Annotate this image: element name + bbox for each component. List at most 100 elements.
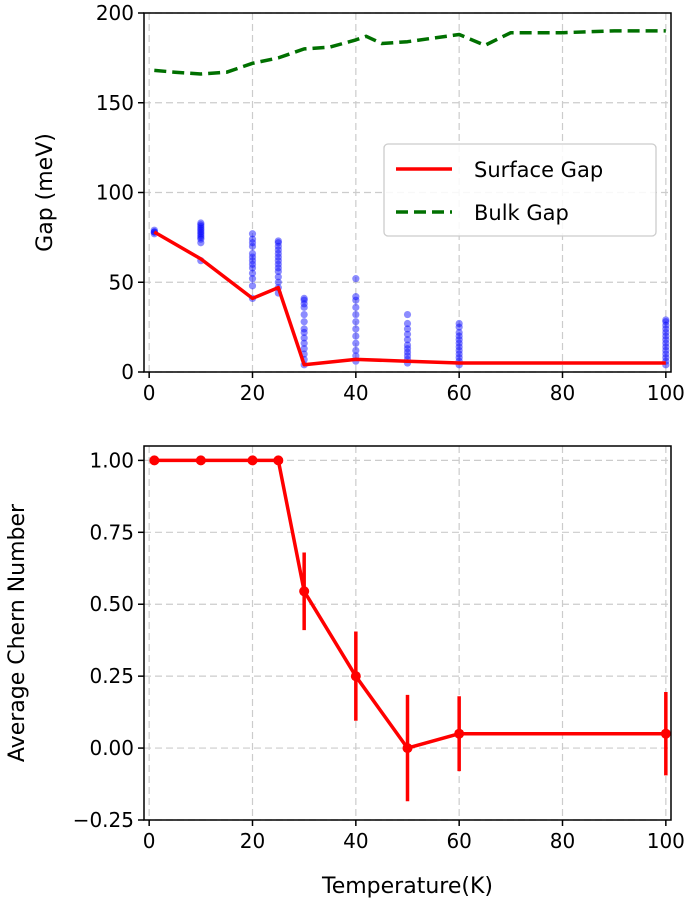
gap-scatter-point	[352, 296, 360, 304]
gap-scatter-point	[197, 239, 205, 247]
gap-scatter-point	[274, 278, 282, 286]
gap-x-tick-label: 40	[343, 381, 368, 405]
gap-scatter-point	[197, 226, 205, 234]
gap-x-tick-label: 60	[446, 381, 471, 405]
chern-point	[454, 728, 465, 739]
gap-y-tick-label: 50	[109, 270, 134, 294]
chern-x-tick-label: 80	[550, 829, 575, 853]
gap-scatter-point	[662, 350, 670, 358]
gap-scatter-point	[300, 325, 308, 333]
gap-scatter-point	[455, 323, 463, 331]
gap-scatter-point	[274, 249, 282, 258]
gap-scatter-point	[352, 303, 360, 311]
gap-scatter-point	[662, 339, 670, 347]
gap-scatter-point	[352, 310, 360, 319]
chern-x-tick-label: 0	[143, 829, 156, 853]
gap-scatter-point	[352, 325, 360, 333]
gap-scatter-point	[274, 260, 282, 268]
gap-scatter-point	[197, 228, 205, 236]
chern-y-tick-label: 0.50	[89, 592, 134, 616]
gap-scatter-point	[352, 293, 360, 301]
gap-scatter-points	[150, 219, 670, 369]
gap-scatter-point	[248, 269, 257, 277]
gap-scatter-point	[662, 336, 670, 344]
chern-x-tick-label: 100	[647, 829, 685, 853]
gap-scatter-point	[662, 318, 670, 326]
gap-scatter-point	[248, 275, 257, 283]
gap-scatter-point	[403, 345, 412, 353]
gap-scatter-point	[352, 318, 360, 326]
gap-scatter-point	[274, 242, 282, 250]
gap-x-tick-label: 80	[550, 381, 575, 405]
gap-scatter-point	[274, 246, 282, 254]
chern-y-tick-label: 0.75	[89, 520, 134, 544]
gap-scatter-point	[662, 332, 670, 340]
gap-scatter-point	[274, 267, 282, 276]
gap-y-tick-label: 0	[121, 360, 134, 384]
gap-scatter-point	[352, 275, 360, 283]
gap-scatter-point	[274, 239, 282, 247]
chern-x-axis-label: Temperature(K)	[321, 874, 493, 899]
gap-scatter-point	[455, 336, 463, 344]
gap-scatter-point	[662, 346, 670, 355]
gap-scatter-point	[248, 257, 257, 265]
gap-legend: Surface Gap Bulk Gap	[383, 143, 657, 237]
gap-scatter-point	[352, 352, 360, 360]
gap-scatter-point	[662, 325, 670, 333]
gap-scatter-point	[403, 330, 412, 338]
gap-y-tick-label: 100	[96, 181, 134, 205]
gap-scatter-point	[455, 346, 463, 355]
gap-scatter-point	[248, 239, 257, 247]
gap-scatter-point	[197, 219, 205, 227]
gap-scatter-point	[197, 231, 205, 240]
chern-x-tick-label: 60	[446, 829, 471, 853]
gap-scatter-point	[662, 321, 670, 329]
chern-series	[149, 455, 671, 802]
gap-scatter-point	[403, 341, 412, 349]
gap-scatter-point	[248, 264, 257, 272]
gap-scatter-point	[274, 264, 282, 272]
gap-scatter-point	[300, 334, 308, 342]
gap-scatter-point	[662, 328, 670, 337]
gap-scatter-point	[300, 296, 308, 304]
gap-ticks: 0 20 40 60 80 100 0 50 100 150 200	[96, 1, 685, 405]
gap-scatter-point	[662, 343, 670, 351]
gap-scatter-point	[455, 328, 463, 337]
gap-scatter-point	[300, 339, 308, 347]
chern-y-tick-label: −0.25	[73, 808, 134, 832]
gap-scatter-point	[300, 310, 308, 319]
gap-scatter-point	[248, 253, 257, 261]
gap-scatter-point	[300, 328, 308, 337]
gap-scatter-point	[455, 339, 463, 347]
chern-point	[299, 586, 310, 597]
gap-scatter-point	[455, 343, 463, 351]
gap-scatter-point	[352, 346, 360, 355]
gap-scatter-point	[403, 352, 412, 360]
gap-scatter-point	[197, 221, 205, 229]
gap-scatter-point	[455, 354, 463, 362]
gap-scatter-point	[197, 233, 205, 241]
gap-scatter-point	[274, 273, 282, 281]
gap-scatter-point	[352, 339, 360, 347]
gap-lines	[153, 29, 666, 367]
chern-point	[195, 455, 206, 466]
gap-scatter-point	[455, 319, 463, 328]
gap-scatter-point	[300, 345, 308, 353]
gap-scatter-point	[274, 257, 282, 265]
gap-scatter-point	[455, 332, 463, 340]
legend-label-bulk-gap: Bulk Gap	[474, 201, 569, 225]
gap-scatter-point	[352, 332, 360, 340]
gap-scatter-point	[300, 294, 308, 303]
gap-scatter-point	[403, 336, 412, 344]
gap-scatter-point	[248, 282, 257, 290]
gap-scatter-point	[197, 230, 205, 238]
surface-gap-line	[153, 230, 666, 367]
chern-point	[247, 455, 258, 466]
gap-scatter-point	[197, 223, 205, 231]
chern-point	[402, 743, 413, 754]
gap-scatter-point	[300, 318, 308, 326]
gap-y-tick-label: 200	[96, 1, 134, 25]
chern-y-tick-label: 0.00	[89, 736, 134, 760]
gap-y-tick-label: 150	[96, 91, 134, 115]
